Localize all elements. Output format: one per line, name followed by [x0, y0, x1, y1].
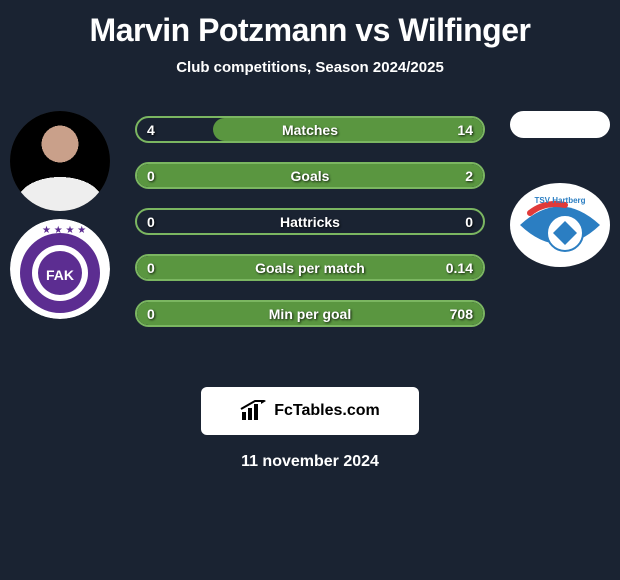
- player1-club-logo: FAK ★ ★ ★ ★: [10, 219, 110, 319]
- stat-fill: [213, 118, 483, 141]
- comparison-panel: FAK ★ ★ ★ ★ TSV Hartberg 4 Matches 14 0 Goal…: [0, 111, 620, 327]
- stat-value-right: 0.14: [446, 260, 473, 276]
- page-subtitle: Club competitions, Season 2024/2025: [0, 59, 620, 76]
- svg-text:★ ★ ★ ★: ★ ★ ★ ★: [42, 225, 86, 236]
- svg-text:FAK: FAK: [46, 267, 74, 283]
- stat-value-right: 14: [457, 122, 473, 138]
- stat-label: Goals: [291, 168, 330, 184]
- stat-row: 4 Matches 14: [135, 116, 485, 143]
- stat-value-left: 0: [147, 168, 155, 184]
- stat-label: Matches: [282, 122, 338, 138]
- player2-photo-placeholder: [510, 111, 610, 138]
- stat-label: Hattricks: [280, 214, 340, 230]
- player1-column: FAK ★ ★ ★ ★: [10, 111, 110, 319]
- page-title: Marvin Potzmann vs Wilfinger: [0, 0, 620, 49]
- brand-text: FcTables.com: [274, 402, 380, 420]
- brand-badge: FcTables.com: [201, 387, 419, 435]
- chart-icon: [240, 400, 268, 422]
- stat-row: 0 Goals 2: [135, 162, 485, 189]
- stat-row: 0 Goals per match 0.14: [135, 254, 485, 281]
- stat-value-left: 0: [147, 306, 155, 322]
- stat-label: Min per goal: [269, 306, 351, 322]
- player2-club-logo: TSV Hartberg: [510, 183, 610, 268]
- stat-row: 0 Hattricks 0: [135, 208, 485, 235]
- stat-value-right: 708: [450, 306, 473, 322]
- player1-photo: [10, 111, 110, 211]
- stat-value-left: 4: [147, 122, 155, 138]
- svg-text:TSV Hartberg: TSV Hartberg: [534, 196, 585, 205]
- stat-value-right: 0: [465, 214, 473, 230]
- stat-label: Goals per match: [255, 260, 365, 276]
- stat-row: 0 Min per goal 708: [135, 300, 485, 327]
- avatar-placeholder-icon: [10, 111, 110, 211]
- stat-value-right: 2: [465, 168, 473, 184]
- stat-value-left: 0: [147, 214, 155, 230]
- stat-value-left: 0: [147, 260, 155, 276]
- player2-column: TSV Hartberg: [510, 111, 610, 268]
- stats-list: 4 Matches 14 0 Goals 2 0 Hattricks 0 0 Goals per m…: [135, 111, 485, 327]
- date-text: 11 november 2024: [0, 453, 620, 471]
